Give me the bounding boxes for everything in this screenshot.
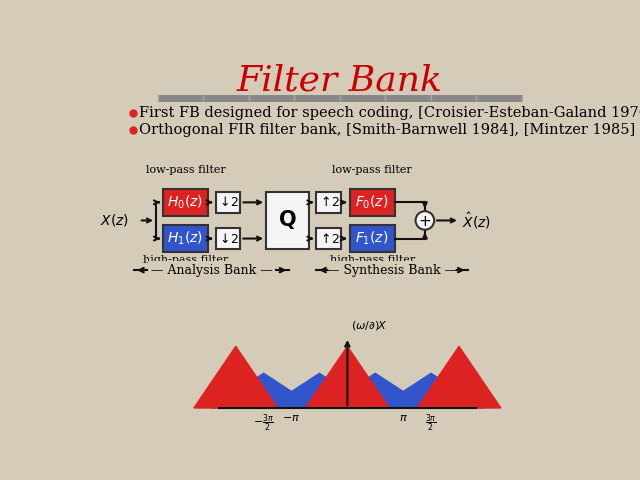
Circle shape: [415, 211, 434, 230]
Polygon shape: [305, 347, 389, 408]
Text: low-pass filter: low-pass filter: [332, 165, 412, 175]
Bar: [216, 192, 241, 213]
Text: $\downarrow\!2$: $\downarrow\!2$: [217, 231, 239, 246]
Text: $H_0(z)$: $H_0(z)$: [168, 193, 204, 211]
Bar: [316, 192, 341, 213]
Text: low-pass filter: low-pass filter: [145, 165, 225, 175]
Text: $-\frac{3\pi}{2}$: $-\frac{3\pi}{2}$: [253, 413, 274, 434]
Text: $\pi$: $\pi$: [399, 413, 408, 422]
Text: $\frac{3\pi}{2}$: $\frac{3\pi}{2}$: [425, 413, 437, 434]
Polygon shape: [194, 347, 278, 408]
Polygon shape: [211, 373, 317, 408]
Bar: [349, 225, 395, 252]
Bar: [266, 192, 308, 249]
Text: — Synthesis Bank —: — Synthesis Bank —: [327, 264, 457, 276]
Text: $H_1(z)$: $H_1(z)$: [168, 230, 204, 247]
Polygon shape: [417, 347, 501, 408]
Text: $-\pi$: $-\pi$: [282, 413, 301, 422]
Text: $(\omega/\partial)X$: $(\omega/\partial)X$: [351, 320, 388, 333]
Bar: [216, 228, 241, 249]
Bar: [163, 189, 208, 216]
Text: $X(z)$: $X(z)$: [100, 213, 129, 228]
Text: $F_0(z)$: $F_0(z)$: [355, 193, 389, 211]
Polygon shape: [323, 373, 428, 408]
Text: — Analysis Bank —: — Analysis Bank —: [151, 264, 273, 276]
Text: $\hat{X}(z)$: $\hat{X}(z)$: [462, 210, 491, 230]
Text: First FB designed for speech coding, [Croisier-Esteban-Galand 1976]: First FB designed for speech coding, [Cr…: [139, 106, 640, 120]
Text: $\uparrow\!2$: $\uparrow\!2$: [318, 231, 340, 246]
Text: +: +: [419, 214, 431, 229]
Polygon shape: [266, 373, 372, 408]
Text: Orthogonal FIR filter bank, [Smith-Barnwell 1984], [Mintzer 1985]: Orthogonal FIR filter bank, [Smith-Barnw…: [139, 123, 635, 137]
Text: high-pass filter: high-pass filter: [143, 255, 228, 265]
Text: Q: Q: [278, 210, 296, 230]
Text: $\uparrow\!2$: $\uparrow\!2$: [318, 195, 340, 209]
Polygon shape: [378, 373, 484, 408]
Text: $\downarrow\!2$: $\downarrow\!2$: [217, 195, 239, 209]
Bar: [163, 225, 208, 252]
Text: $F_1(z)$: $F_1(z)$: [355, 230, 389, 247]
Text: Filter Bank: Filter Bank: [237, 64, 443, 98]
Text: high-pass filter: high-pass filter: [330, 255, 415, 265]
Bar: [349, 189, 395, 216]
Bar: [316, 228, 341, 249]
